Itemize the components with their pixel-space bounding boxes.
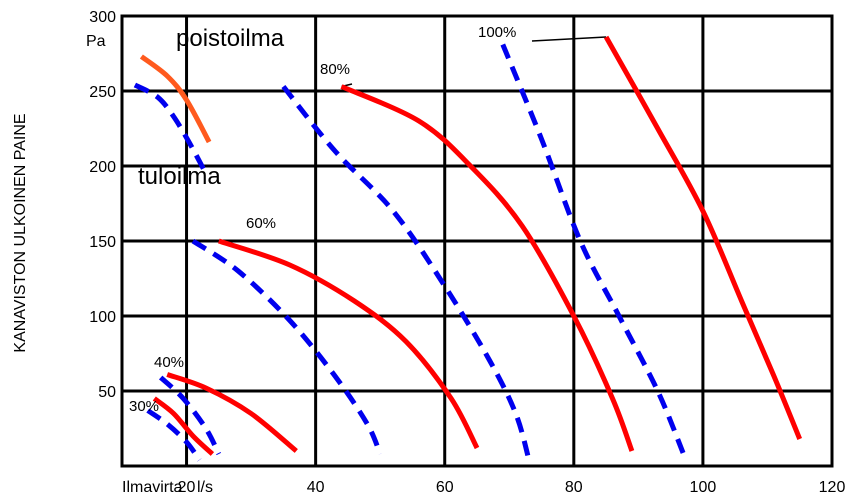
annotation-60pct: 60%	[246, 215, 276, 232]
x-axis-label: Ilmavirta	[122, 479, 183, 496]
legend-curves	[133, 54, 212, 175]
series-line-tuloilma-100pct	[500, 43, 686, 455]
series-line-tuloilma-80pct	[281, 84, 532, 460]
y-tick-label-50: 50	[98, 384, 116, 401]
series-line-poistoilma-60pct	[218, 238, 480, 450]
x-tick-label-20: 20	[178, 479, 196, 496]
y-unit-label: Pa	[86, 33, 106, 50]
series-line-tuloilma-60pct	[191, 238, 383, 456]
y-tick-label-150: 150	[89, 234, 116, 251]
y-tick-label-300: 300	[89, 9, 116, 26]
legend-label-tuloilma: tuloilma	[138, 163, 221, 190]
x-tick-label-100: 100	[690, 479, 717, 496]
series-line-poistoilma-80pct	[340, 84, 635, 452]
legend-label-poistoilma: poistoilma	[176, 25, 285, 52]
annotation-80pct: 80%	[320, 61, 350, 78]
series-line-poistoilma-100pct	[603, 35, 803, 440]
series-line-tuloilma-40pct	[159, 375, 222, 456]
y-tick-label-100: 100	[89, 309, 116, 326]
x-tick-label-40: 40	[307, 479, 325, 496]
series-line-poistoilma-30pct	[152, 396, 215, 456]
y-tick-label-250: 250	[89, 84, 116, 101]
x-tick-label-80: 80	[565, 479, 583, 496]
leader-line-100pct	[531, 36, 607, 42]
annotation-30pct: 30%	[129, 398, 159, 415]
speed-annotations: 30% 40% 60% 80% 100%	[129, 24, 516, 415]
x-unit-label: l/s	[197, 479, 213, 496]
grid	[120, 14, 834, 468]
series-line-tuloilma-30pct	[146, 408, 202, 462]
y-axis-label: KANAVISTON ULKOINEN PAINE	[12, 113, 29, 352]
series-group	[146, 35, 803, 462]
legend-curve-poistoilma	[139, 54, 212, 144]
tick-labels: 20 40 60 80 100 120 50 100 150 200 250 300	[89, 9, 845, 496]
legend-curve-tuloilma	[133, 82, 209, 175]
annotation-100pct: 100%	[478, 24, 516, 41]
x-tick-label-120: 120	[819, 479, 846, 496]
annotation-40pct: 40%	[154, 354, 184, 371]
annotation-leaders	[341, 36, 607, 88]
x-tick-label-60: 60	[436, 479, 454, 496]
series-line-poistoilma-40pct	[166, 372, 298, 453]
y-tick-label-200: 200	[89, 159, 116, 176]
